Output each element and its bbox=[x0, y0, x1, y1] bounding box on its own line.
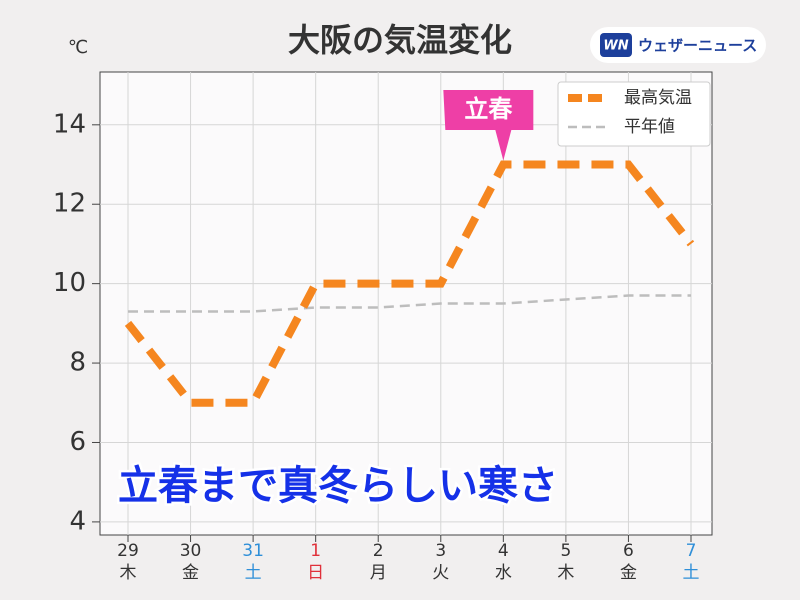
x-tick-label: 2 bbox=[373, 541, 384, 561]
x-tick-label: 5 bbox=[560, 541, 571, 561]
x-tick-label: 7 bbox=[686, 541, 697, 561]
x-weekday-label: 土 bbox=[683, 563, 700, 583]
plot-area bbox=[99, 71, 713, 536]
x-weekday-label: 火 bbox=[432, 563, 449, 583]
x-weekday-label: 金 bbox=[620, 563, 637, 583]
x-tick-label: 31 bbox=[242, 541, 264, 561]
annotation-callout bbox=[443, 90, 534, 161]
legend-label: 最高気温 bbox=[624, 88, 692, 108]
brand-badge bbox=[590, 27, 766, 63]
y-tick-label: 8 bbox=[69, 348, 86, 378]
x-tick-label: 1 bbox=[310, 541, 321, 561]
brand-mark: WN bbox=[603, 39, 628, 54]
brand-icon bbox=[600, 33, 632, 57]
x-tick-label: 29 bbox=[117, 541, 139, 561]
line-series bbox=[124, 160, 695, 407]
x-tick-label: 3 bbox=[435, 541, 446, 561]
brand-name: ウェザーニュース bbox=[638, 37, 757, 55]
x-tick-label: 30 bbox=[180, 541, 202, 561]
x-tick-label: 4 bbox=[498, 541, 509, 561]
line-series bbox=[128, 294, 691, 313]
chart-title: 大阪の気温変化 bbox=[288, 21, 512, 59]
banner-text: 立春まで真冬らしい寒さ bbox=[118, 463, 558, 509]
x-weekday-label: 月 bbox=[370, 563, 387, 583]
x-weekday-label: 水 bbox=[495, 563, 512, 583]
annotation-text: 立春 bbox=[464, 95, 512, 123]
y-tick-label: 10 bbox=[53, 268, 86, 298]
y-tick-label: 12 bbox=[53, 189, 86, 219]
y-unit: ℃ bbox=[68, 37, 88, 58]
x-weekday-label: 木 bbox=[120, 563, 137, 583]
x-weekday-label: 土 bbox=[245, 563, 262, 583]
x-tick-label: 6 bbox=[623, 541, 634, 561]
x-weekday-label: 木 bbox=[557, 563, 574, 583]
y-tick-label: 14 bbox=[53, 109, 86, 139]
legend-label: 平年値 bbox=[624, 117, 675, 137]
y-tick-label: 4 bbox=[69, 506, 86, 536]
x-weekday-label: 日 bbox=[307, 563, 324, 583]
y-tick-label: 6 bbox=[69, 427, 86, 457]
x-weekday-label: 金 bbox=[182, 563, 199, 583]
